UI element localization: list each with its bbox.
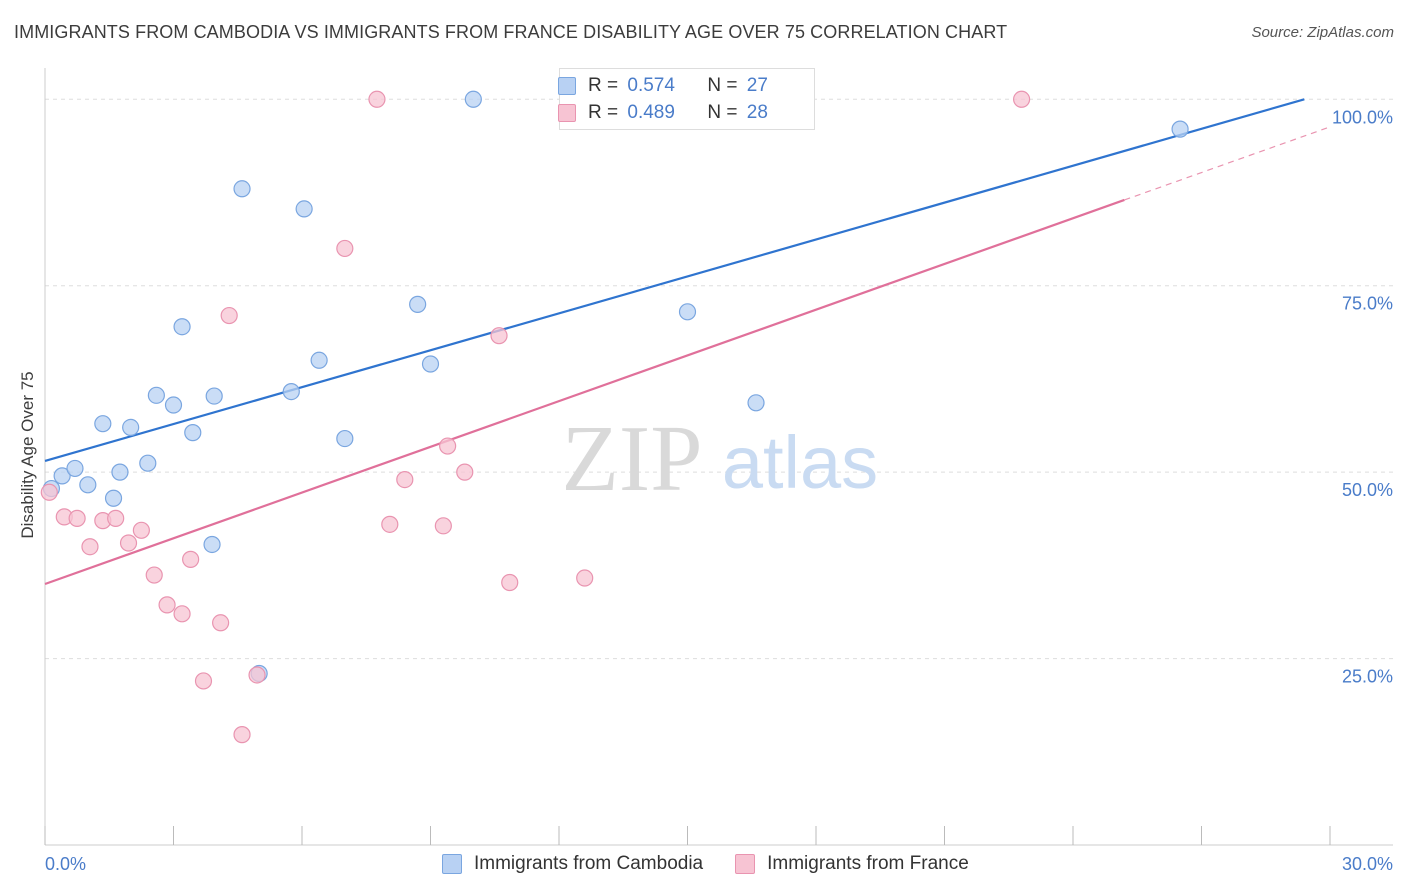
- data-point-cambodia: [205, 387, 223, 405]
- y-tick-label: 50.0%: [1342, 480, 1393, 500]
- axis-layer: [44, 68, 1393, 846]
- stats-legend: R = 0.574 N = 27 R = 0.489 N = 28: [558, 68, 815, 130]
- trend-layer: [44, 98, 1331, 586]
- data-point-france: [439, 437, 457, 455]
- data-point-france: [107, 509, 125, 527]
- series-legend: Immigrants from Cambodia Immigrants from…: [442, 850, 1001, 878]
- data-point-france: [434, 517, 452, 535]
- cambodia-r-label: R =: [588, 75, 619, 96]
- chart-title: IMMIGRANTS FROM CAMBODIA VS IMMIGRANTS F…: [14, 22, 1008, 42]
- stats-row-france: R = 0.489 N = 28: [558, 100, 768, 126]
- data-point-cambodia: [421, 355, 440, 373]
- data-point-france: [456, 463, 474, 481]
- trend-extension-france: [1124, 126, 1331, 201]
- data-point-cambodia: [66, 459, 84, 478]
- data-point-cambodia: [94, 415, 112, 433]
- tick-label-layer: 25.0% 50.0% 75.0% 100.0% 0.0% 30.0%: [45, 107, 1393, 874]
- data-point-france: [576, 569, 594, 587]
- data-point-cambodia: [173, 318, 191, 336]
- data-point-cambodia: [53, 467, 71, 485]
- data-point-cambodia: [678, 303, 697, 321]
- data-point-france: [182, 550, 200, 568]
- data-point-france: [233, 726, 251, 744]
- data-point-cambodia: [282, 383, 300, 401]
- legend-label-france: Immigrants from France: [767, 853, 969, 874]
- watermark: ZIP atlas: [562, 407, 879, 511]
- legend-swatch-cambodia: [442, 854, 462, 874]
- legend-label-cambodia: Immigrants from Cambodia: [474, 853, 704, 874]
- grid-layer: [45, 98, 1393, 660]
- data-point-cambodia: [164, 396, 183, 414]
- data-point-france: [368, 90, 386, 108]
- data-point-france: [132, 521, 150, 539]
- cambodia-n-value: 27: [746, 75, 768, 96]
- data-point-france: [68, 509, 86, 527]
- legend-item-cambodia: Immigrants from Cambodia: [442, 853, 703, 875]
- stats-row-cambodia: R = 0.574 N = 27: [558, 73, 768, 99]
- data-point-france: [212, 614, 230, 632]
- data-point-france: [158, 596, 176, 614]
- data-point-cambodia: [147, 386, 165, 404]
- data-point-cambodia: [1171, 120, 1189, 138]
- data-point-cambodia: [409, 295, 427, 313]
- france-n-value: 28: [746, 102, 768, 123]
- data-point-cambodia: [79, 476, 97, 494]
- data-point-cambodia: [747, 394, 765, 412]
- watermark-zip: ZIP: [562, 407, 703, 511]
- data-point-france: [220, 306, 238, 325]
- france-r-label: R =: [588, 102, 619, 123]
- watermark-atlas: atlas: [722, 421, 878, 504]
- y-tick-label: 75.0%: [1342, 294, 1393, 314]
- x-tick-label: 0.0%: [45, 854, 86, 874]
- data-point-france: [81, 538, 99, 556]
- points-layer: [40, 90, 1189, 744]
- data-point-cambodia: [104, 489, 123, 507]
- data-point-cambodia: [464, 90, 482, 108]
- data-point-france: [119, 534, 138, 552]
- data-point-cambodia: [111, 463, 129, 481]
- cambodia-swatch: [558, 77, 576, 95]
- x-tick-label: 30.0%: [1342, 854, 1393, 874]
- y-tick-label: 100.0%: [1332, 107, 1393, 127]
- trend-line-france: [44, 198, 1125, 586]
- france-n-label: N =: [707, 102, 738, 123]
- data-point-cambodia: [295, 200, 313, 218]
- data-point-france: [1012, 90, 1031, 108]
- data-point-france: [194, 672, 213, 690]
- data-point-france: [40, 483, 58, 501]
- data-point-france: [501, 573, 519, 592]
- data-point-france: [396, 471, 414, 489]
- legend-swatch-france: [735, 854, 756, 874]
- data-point-france: [145, 566, 163, 584]
- trend-line-cambodia: [44, 98, 1305, 463]
- data-point-cambodia: [184, 424, 202, 442]
- cambodia-n-label: N =: [707, 75, 738, 96]
- cambodia-r-value: 0.574: [627, 75, 675, 96]
- data-point-france: [381, 515, 399, 533]
- data-point-france: [248, 666, 266, 684]
- data-point-france: [173, 605, 191, 623]
- france-swatch: [558, 104, 576, 122]
- data-point-france: [336, 239, 354, 258]
- data-point-cambodia: [336, 429, 354, 448]
- legend-item-france: Immigrants from France: [735, 853, 969, 875]
- data-point-cambodia: [122, 418, 140, 436]
- source-label: Source: ZipAtlas.com: [1251, 24, 1394, 41]
- data-point-cambodia: [233, 180, 251, 198]
- data-point-france: [490, 327, 508, 345]
- data-point-cambodia: [139, 454, 157, 472]
- data-point-cambodia: [203, 535, 221, 554]
- data-point-cambodia: [310, 351, 328, 369]
- y-tick-label: 25.0%: [1342, 667, 1393, 687]
- france-r-value: 0.489: [627, 102, 675, 123]
